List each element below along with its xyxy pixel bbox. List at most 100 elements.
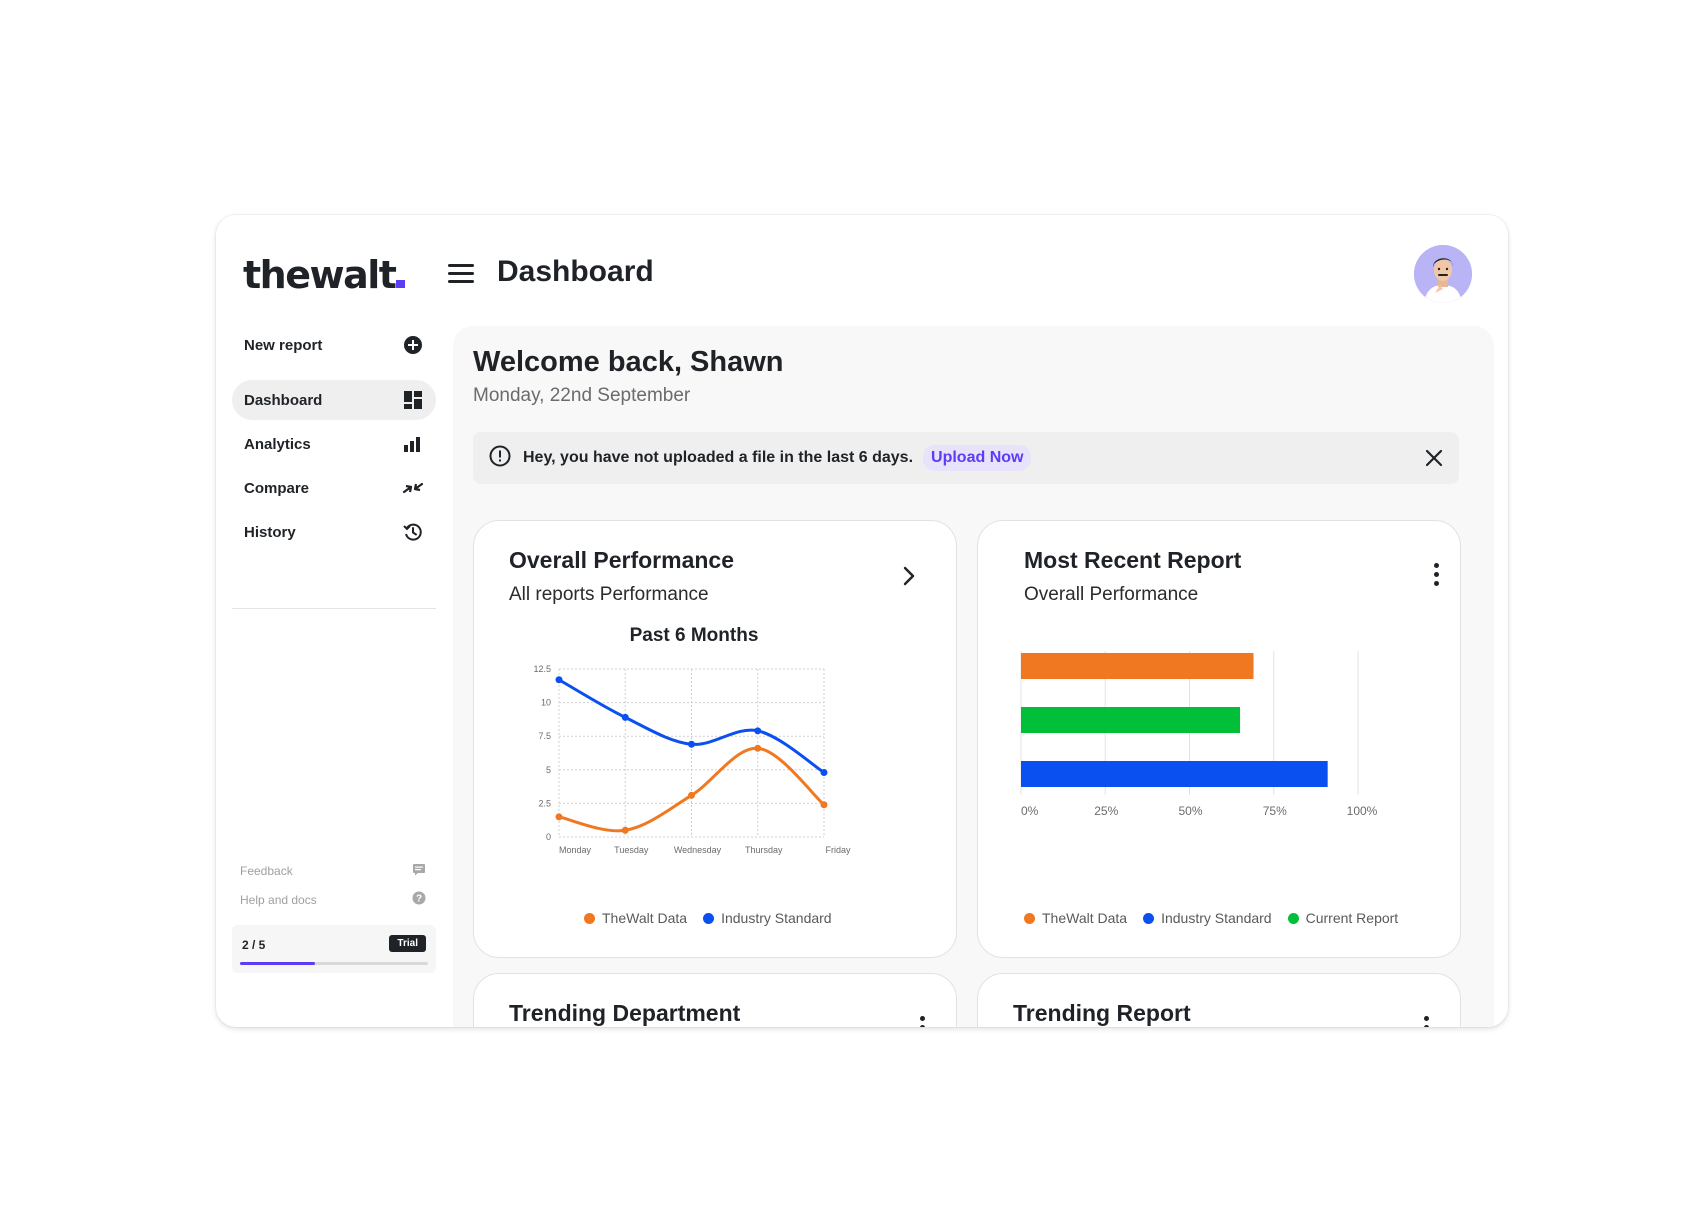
legend-label: Current Report — [1305, 910, 1399, 926]
bar[interactable] — [1021, 653, 1254, 679]
more-options-icon[interactable] — [1421, 1016, 1431, 1027]
data-point[interactable] — [754, 744, 762, 752]
legend-label: Industry Standard — [1161, 910, 1272, 926]
data-point[interactable] — [688, 791, 695, 799]
legend-label: TheWalt Data — [1042, 910, 1128, 926]
history-icon — [402, 521, 424, 543]
bar[interactable] — [1021, 761, 1328, 787]
trending-report-card: Trending Report — [977, 973, 1461, 1027]
x-tick-label: 75% — [1263, 804, 1287, 818]
data-point[interactable] — [555, 813, 563, 821]
legend-item: Industry Standard — [703, 910, 832, 926]
y-tick-label: 10 — [541, 698, 551, 708]
feedback-icon — [412, 863, 426, 879]
y-tick-label: 7.5 — [538, 731, 551, 741]
sidebar-item-label: Analytics — [244, 435, 311, 453]
sidebar-item-label: Dashboard — [244, 391, 323, 409]
x-tick-label: 50% — [1178, 804, 1202, 818]
more-options-icon[interactable] — [1431, 563, 1441, 591]
sidebar-item-analytics[interactable]: Analytics — [232, 424, 436, 464]
y-tick-label: 5 — [546, 765, 551, 775]
x-tick-label: 25% — [1094, 804, 1118, 818]
overall-performance-card: Overall Performance All reports Performa… — [473, 520, 957, 958]
legend-swatch — [1024, 912, 1035, 924]
data-point[interactable] — [820, 801, 828, 809]
sidebar-item-history[interactable]: History — [232, 512, 436, 552]
more-options-icon[interactable] — [917, 1016, 927, 1027]
sidebar-item-compare[interactable]: Compare — [232, 468, 436, 508]
upload-alert: Hey, you have not uploaded a file in the… — [473, 432, 1459, 484]
trial-count: 2 / 5 — [242, 938, 266, 952]
welcome-heading: Welcome back, Shawn — [473, 346, 784, 378]
menu-icon[interactable] — [448, 264, 474, 286]
sidebar-item-dashboard[interactable]: Dashboard — [232, 380, 436, 420]
chart-title: Past 6 Months — [630, 625, 759, 646]
legend-swatch — [584, 912, 595, 924]
data-point[interactable] — [688, 740, 695, 748]
bar[interactable] — [1021, 707, 1241, 733]
sidebar-item-label: New report — [244, 336, 323, 354]
dashboard-icon — [402, 389, 424, 411]
alert-message: Hey, you have not uploaded a file in the… — [523, 449, 914, 466]
data-point[interactable] — [820, 768, 828, 776]
trial-progress-fill — [240, 962, 316, 965]
chevron-right-icon[interactable] — [902, 565, 916, 592]
trial-usage: 2 / 5 Trial — [232, 925, 436, 973]
current-date: Monday, 22nd September — [473, 385, 691, 406]
data-point[interactable] — [754, 727, 762, 735]
sidebar-item-label: History — [244, 523, 296, 541]
card-title: Most Recent Report — [1024, 547, 1242, 573]
trial-progress-track — [240, 962, 428, 965]
card-title: Trending Report — [1013, 1000, 1191, 1026]
x-tick-label: 0% — [1021, 804, 1039, 818]
x-tick-label: Friday — [825, 845, 851, 855]
x-tick-label: Monday — [559, 845, 592, 855]
sidebar-divider — [232, 608, 436, 609]
x-tick-label: 100% — [1347, 804, 1378, 818]
legend-swatch — [1287, 912, 1299, 924]
legend-item: TheWalt Data — [1024, 910, 1127, 926]
card-subtitle: All reports Performance — [509, 584, 709, 605]
bar-chart-icon — [402, 433, 424, 455]
line-chart-legend: TheWalt Data Industry Standard — [584, 910, 848, 926]
legend-swatch — [1143, 912, 1155, 924]
sidebar-item-new-report[interactable]: New report — [232, 325, 436, 365]
x-tick-label: Thursday — [745, 845, 783, 855]
logo: thewalt — [243, 253, 406, 297]
plus-circle-icon — [402, 334, 424, 356]
compare-arrows-icon — [402, 477, 424, 499]
bar-chart-legend: TheWalt Data Industry Standard Current Rep… — [1024, 910, 1414, 926]
legend-label: Industry Standard — [721, 910, 832, 926]
feedback-label: Feedback — [240, 864, 293, 878]
upload-now-button[interactable]: Upload Now — [923, 445, 1032, 471]
y-tick-label: 2.5 — [538, 798, 551, 808]
alert-icon — [489, 445, 511, 472]
close-icon[interactable] — [1423, 447, 1445, 469]
line-chart: Past 6 Months 0 2.5 5 7.5 10 12.5 Monday Tuesday… — [533, 625, 851, 855]
page-title: Dashboard — [497, 255, 654, 288]
sidebar-item-label: Compare — [244, 479, 310, 497]
help-label: Help and docs — [240, 892, 317, 907]
x-tick-label: Wednesday — [674, 845, 722, 855]
y-tick-label: 0 — [546, 832, 551, 842]
logo-dot — [396, 280, 406, 288]
sidebar: New report Dashboard Analytics Compare — [232, 325, 436, 552]
main-content: Welcome back, Shawn Monday, 22nd Septemb… — [453, 326, 1494, 1027]
app-window: thewalt Dashboard New report Dashboard — [216, 215, 1508, 1027]
data-point[interactable] — [555, 676, 563, 684]
x-tick-label: Tuesday — [614, 845, 649, 855]
legend-item: Current Report — [1287, 910, 1399, 926]
legend-label: TheWalt Data — [602, 910, 688, 926]
legend-item: Industry Standard — [1143, 910, 1272, 926]
card-title: Trending Department — [509, 1000, 741, 1026]
svg-text:?: ? — [416, 894, 422, 905]
feedback-link[interactable]: Feedback — [240, 863, 426, 879]
user-avatar[interactable] — [1414, 245, 1472, 303]
help-docs-link[interactable]: Help and docs ? — [240, 891, 426, 908]
trial-badge: Trial — [389, 935, 426, 952]
most-recent-report-card: Most Recent Report Overall Performance 0… — [977, 520, 1461, 958]
data-point[interactable] — [621, 713, 629, 721]
legend-swatch — [703, 912, 715, 924]
avatar-illustration — [1414, 245, 1472, 303]
data-point[interactable] — [621, 826, 629, 834]
